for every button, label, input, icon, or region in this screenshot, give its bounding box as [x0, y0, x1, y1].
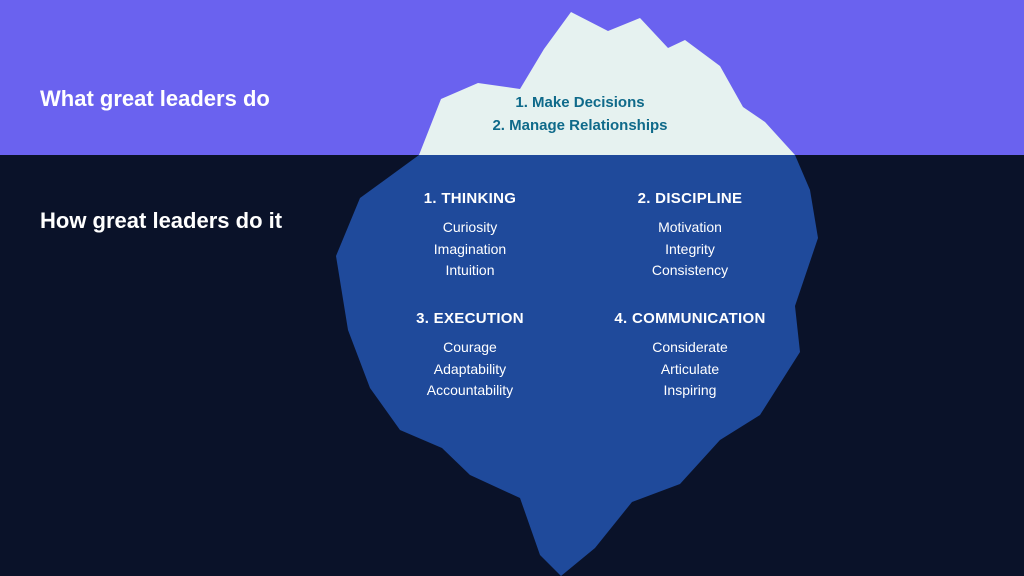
- pillar-item: Intuition: [365, 260, 575, 282]
- pillar-title: 1. THINKING: [365, 190, 575, 207]
- pillar-item: Inspiring: [585, 380, 795, 402]
- pillar-item: Motivation: [585, 217, 795, 239]
- pillar-item: Considerate: [585, 337, 795, 359]
- pillar-items: Courage Adaptability Accountability: [365, 337, 575, 402]
- pillar-item: Imagination: [365, 239, 575, 261]
- pillar-execution: 3. EXECUTION Courage Adaptability Accoun…: [365, 310, 575, 402]
- pillar-title: 3. EXECUTION: [365, 310, 575, 327]
- pillar-item: Adaptability: [365, 359, 575, 381]
- pillar-items: Motivation Integrity Consistency: [585, 217, 795, 282]
- pillar-item: Articulate: [585, 359, 795, 381]
- pillars-grid: 1. THINKING Curiosity Imagination Intuit…: [365, 190, 795, 402]
- above-water-list: 1. Make Decisions 2. Manage Relationship…: [470, 92, 690, 137]
- above-item-2: 2. Manage Relationships: [470, 115, 690, 138]
- above-item-1: 1. Make Decisions: [470, 92, 690, 115]
- pillar-title: 2. DISCIPLINE: [585, 190, 795, 207]
- pillar-item: Consistency: [585, 260, 795, 282]
- pillar-title: 4. COMMUNICATION: [585, 310, 795, 327]
- pillar-items: Considerate Articulate Inspiring: [585, 337, 795, 402]
- pillar-item: Integrity: [585, 239, 795, 261]
- pillar-communication: 4. COMMUNICATION Considerate Articulate …: [585, 310, 795, 402]
- title-above-water: What great leaders do: [40, 86, 270, 112]
- pillar-item: Accountability: [365, 380, 575, 402]
- pillar-item: Courage: [365, 337, 575, 359]
- pillar-items: Curiosity Imagination Intuition: [365, 217, 575, 282]
- pillar-item: Curiosity: [365, 217, 575, 239]
- title-below-water: How great leaders do it: [40, 208, 282, 234]
- pillar-discipline: 2. DISCIPLINE Motivation Integrity Consi…: [585, 190, 795, 282]
- pillar-thinking: 1. THINKING Curiosity Imagination Intuit…: [365, 190, 575, 282]
